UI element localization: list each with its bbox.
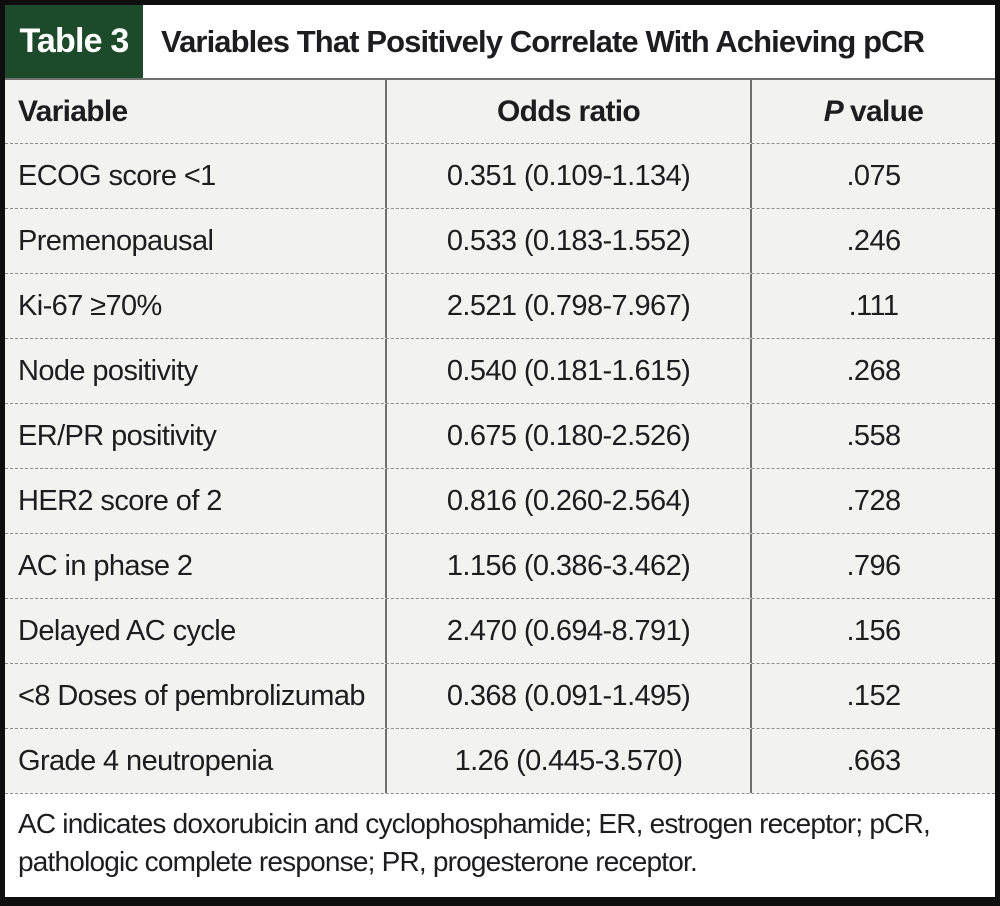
cell-odds-ratio: 0.540 (0.181-1.615) — [385, 339, 750, 403]
cell-odds-ratio: 0.351 (0.109-1.134) — [385, 144, 750, 208]
cell-p-value: .152 — [750, 664, 995, 728]
cell-p-value: .246 — [750, 209, 995, 273]
cell-p-value: .268 — [750, 339, 995, 403]
table-row: Ki-67 ≥70% 2.521 (0.798-7.967) .111 — [5, 273, 995, 338]
table-row: ER/PR positivity 0.675 (0.180-2.526) .55… — [5, 403, 995, 468]
cell-p-value: .728 — [750, 469, 995, 533]
abbreviations-footnote: AC indicates doxorubicin and cyclophosph… — [5, 793, 995, 897]
cell-p-value: .111 — [750, 274, 995, 338]
cell-variable: Delayed AC cycle — [18, 614, 236, 647]
table-number-tag: Table 3 — [5, 5, 143, 78]
cell-odds-ratio: 1.156 (0.386-3.462) — [385, 534, 750, 598]
table-row: Premenopausal 0.533 (0.183-1.552) .246 — [5, 208, 995, 273]
table-row: ECOG score <1 0.351 (0.109-1.134) .075 — [5, 143, 995, 208]
table-title: Variables That Positively Correlate With… — [161, 23, 925, 59]
footnote-line-1: AC indicates doxorubicin and cyclophosph… — [18, 808, 931, 839]
table-header-row: Variable Odds ratio P value — [5, 78, 995, 143]
table-row: Delayed AC cycle 2.470 (0.694-8.791) .15… — [5, 598, 995, 663]
cell-odds-ratio: 0.368 (0.091-1.495) — [385, 664, 750, 728]
cell-odds-ratio: 0.816 (0.260-2.564) — [385, 469, 750, 533]
cell-variable: Ki-67 ≥70% — [18, 289, 162, 322]
column-header-p-value: P value — [750, 80, 995, 143]
cell-variable: HER2 score of 2 — [18, 484, 222, 517]
cell-p-value: .663 — [750, 729, 995, 793]
cell-odds-ratio: 1.26 (0.445-3.570) — [385, 729, 750, 793]
column-header-odds-ratio: Odds ratio — [385, 80, 750, 143]
table-row: AC in phase 2 1.156 (0.386-3.462) .796 — [5, 533, 995, 598]
table-row: Grade 4 neutropenia 1.26 (0.445-3.570) .… — [5, 728, 995, 793]
column-header-variable: Variable — [18, 94, 128, 128]
table-row: HER2 score of 2 0.816 (0.260-2.564) .728 — [5, 468, 995, 533]
cell-odds-ratio: 0.675 (0.180-2.526) — [385, 404, 750, 468]
cell-p-value: .558 — [750, 404, 995, 468]
cell-odds-ratio: 0.533 (0.183-1.552) — [385, 209, 750, 273]
table-title-bar: Table 3 Variables That Positively Correl… — [5, 5, 995, 78]
cell-odds-ratio: 2.521 (0.798-7.967) — [385, 274, 750, 338]
cell-variable: Premenopausal — [18, 224, 214, 257]
cell-variable: Grade 4 neutropenia — [18, 744, 273, 777]
cell-p-value: .075 — [750, 144, 995, 208]
cell-variable: <8 Doses of pembrolizumab — [18, 679, 365, 712]
cell-p-value: .796 — [750, 534, 995, 598]
p-value-header-rest: value — [850, 94, 924, 128]
p-value-header-italic-p: P — [823, 94, 844, 128]
table-row: Node positivity 0.540 (0.181-1.615) .268 — [5, 338, 995, 403]
cell-p-value: .156 — [750, 599, 995, 663]
table-body: ECOG score <1 0.351 (0.109-1.134) .075 P… — [5, 143, 995, 793]
cell-variable: ER/PR positivity — [18, 419, 217, 452]
footnote-line-2: pathologic complete response; PR, proges… — [18, 846, 698, 877]
cell-variable: ECOG score <1 — [18, 159, 216, 192]
cell-variable: Node positivity — [18, 354, 198, 387]
cell-variable: AC in phase 2 — [18, 549, 193, 582]
table-row: <8 Doses of pembrolizumab 0.368 (0.091-1… — [5, 663, 995, 728]
cell-odds-ratio: 2.470 (0.694-8.791) — [385, 599, 750, 663]
